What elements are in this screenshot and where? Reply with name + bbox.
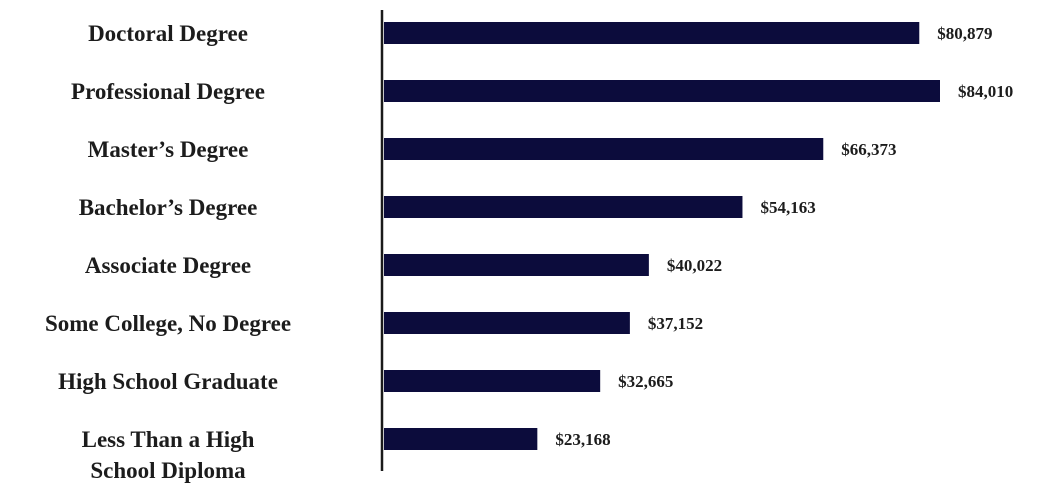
category-label-6: High School Graduate [58,369,278,394]
category-label-line: High School Graduate [58,369,278,394]
category-label-7: Less Than a High School Diploma [82,427,255,483]
category-label-line: Associate Degree [85,253,251,278]
bar-7 [384,428,538,450]
category-label-line: Doctoral Degree [88,21,248,46]
bars-layer [384,22,940,450]
category-label-5: Some College, No Degree [45,311,291,336]
value-label-0: $80,879 [937,24,992,43]
category-label-line: Less Than a High [82,427,255,452]
category-labels: Doctoral Degree Professional Degree Master… [45,21,291,483]
category-label-0: Doctoral Degree [88,21,248,46]
category-label-line: School Diploma [90,458,246,483]
value-label-4: $40,022 [667,256,722,275]
value-label-5: $37,152 [648,314,703,333]
category-label-line: Some College, No Degree [45,311,291,336]
value-label-2: $66,373 [841,140,896,159]
category-label-1: Professional Degree [71,79,265,104]
value-label-1: $84,010 [958,82,1013,101]
bar-6 [384,370,601,392]
category-label-line: Master’s Degree [88,137,249,162]
bar-5 [384,312,630,334]
bar-1 [384,80,940,102]
value-label-7: $23,168 [555,430,610,449]
bar-0 [384,22,920,44]
category-label-4: Associate Degree [85,253,251,278]
category-label-line: Professional Degree [71,79,265,104]
bar-2 [384,138,824,160]
category-label-line: Bachelor’s Degree [79,195,258,220]
bar-4 [384,254,649,276]
bar-3 [384,196,743,218]
category-label-2: Master’s Degree [88,137,249,162]
value-labels: $80,879 $84,010 $66,373 $54,163 $40,022 $37,1… [555,24,1013,449]
value-label-6: $32,665 [618,372,673,391]
value-label-3: $54,163 [760,198,815,217]
category-label-3: Bachelor’s Degree [79,195,258,220]
